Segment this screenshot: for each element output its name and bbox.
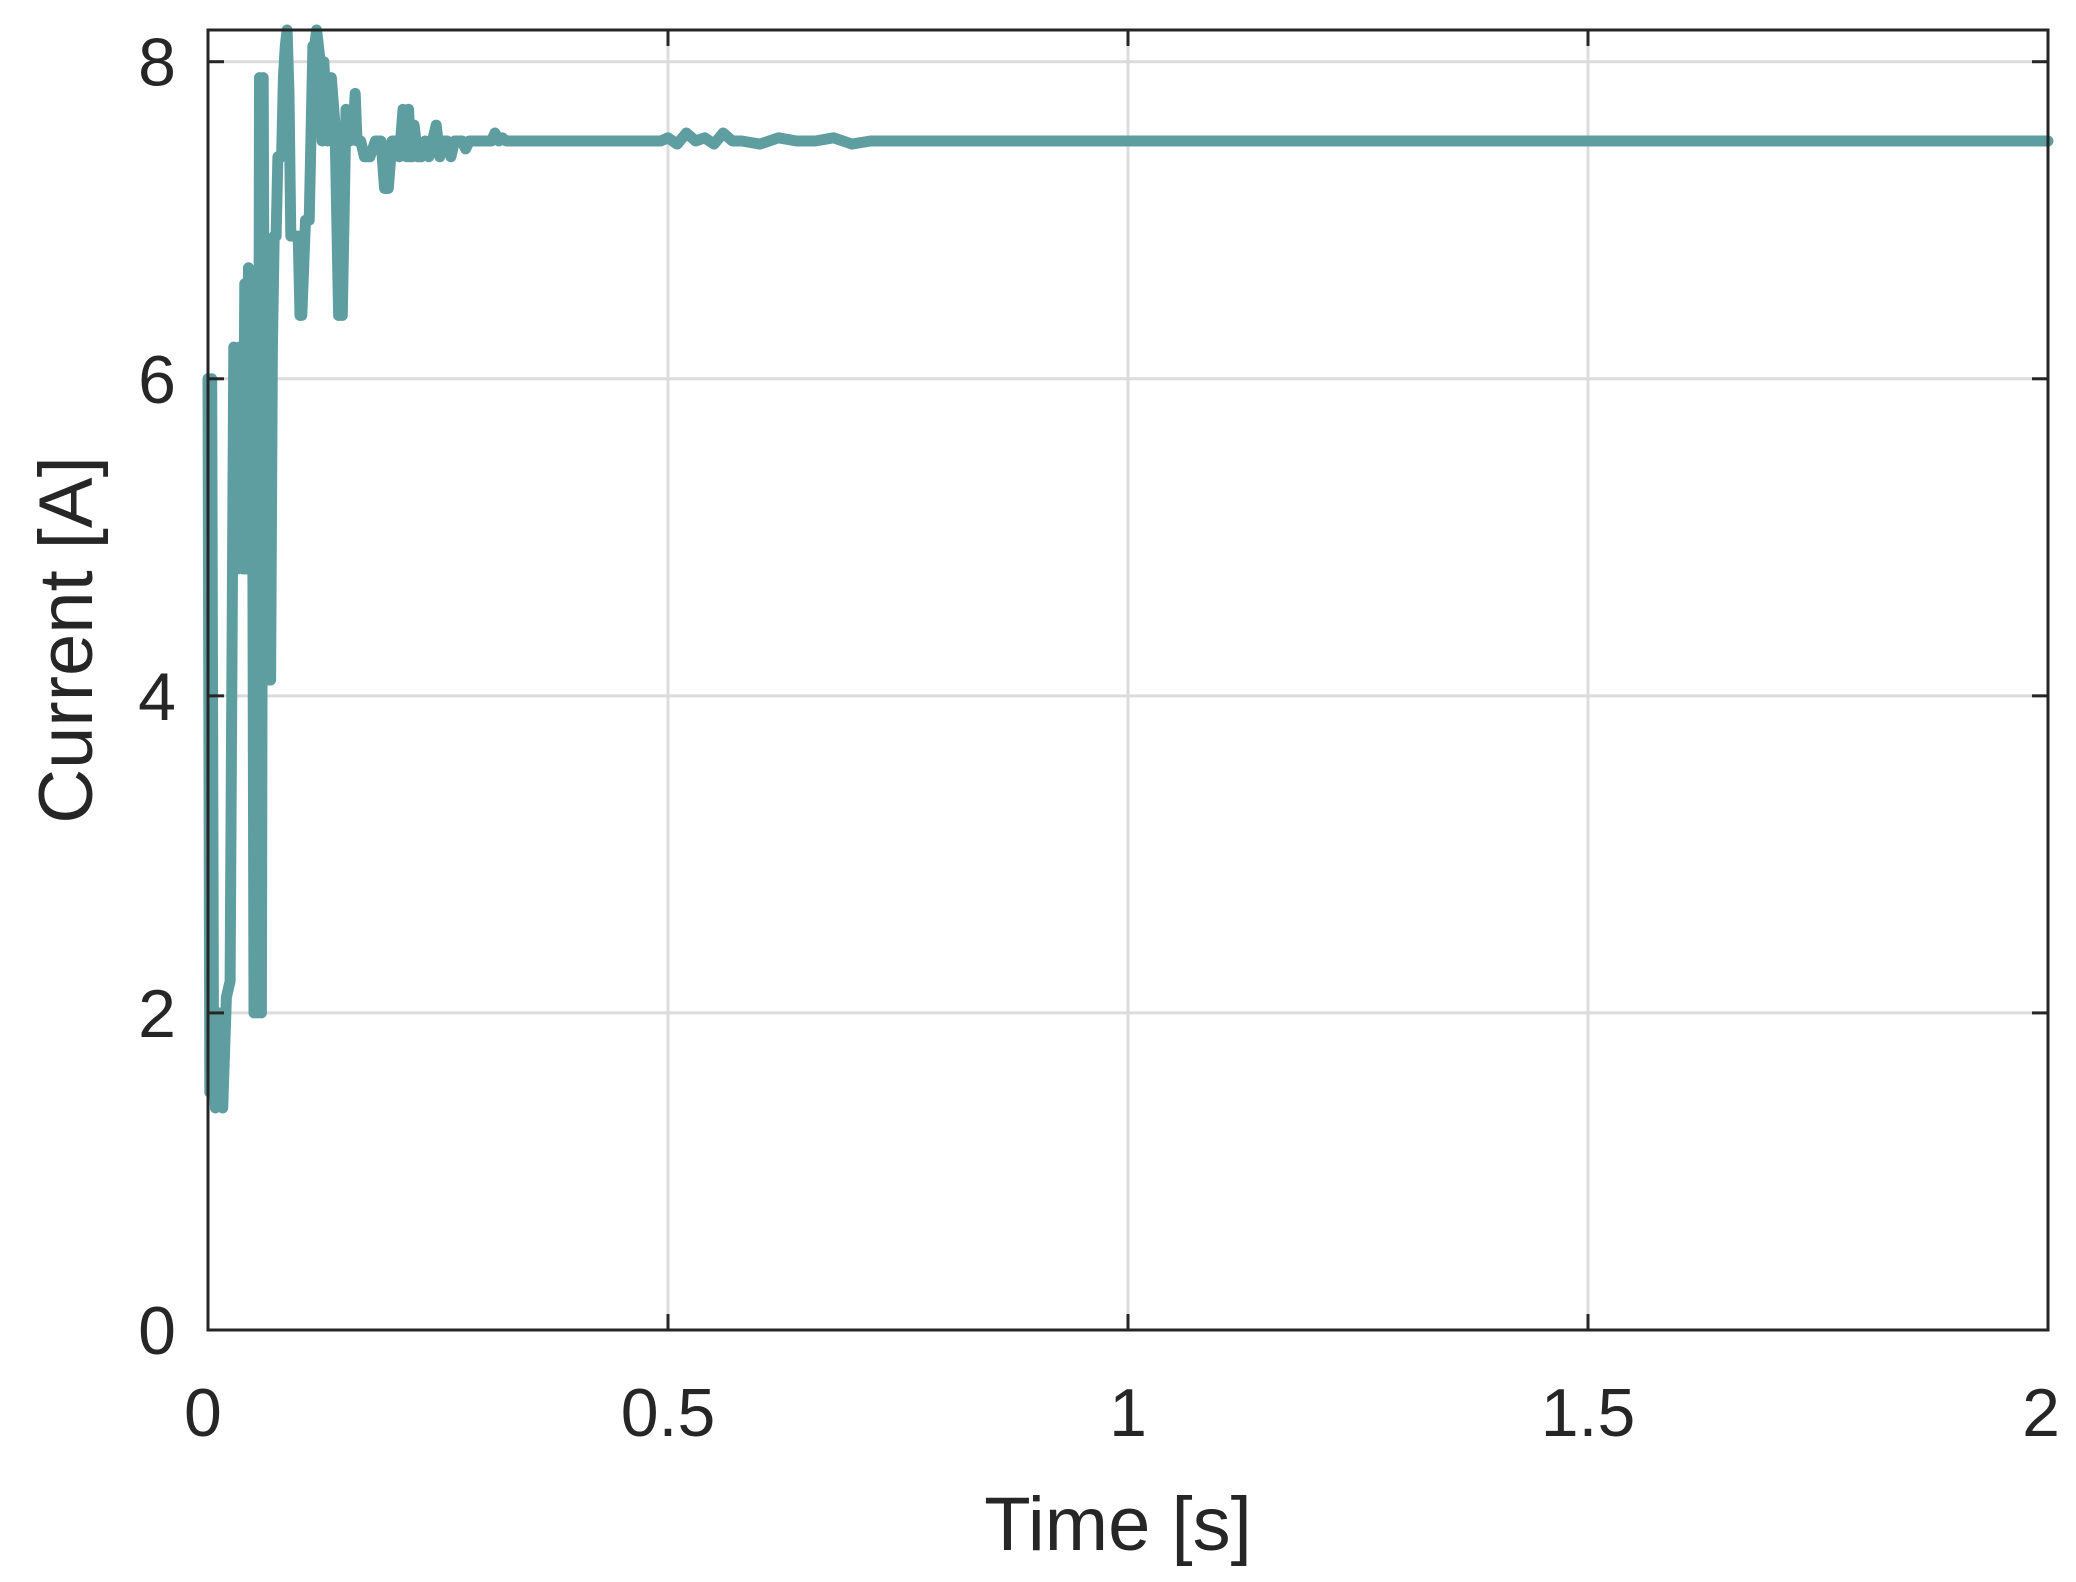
y-tick-labels: 0 2 4 6 8 bbox=[138, 25, 176, 1369]
y-tick-label: 2 bbox=[138, 976, 176, 1052]
x-tick-labels: 0 0.5 1 1.5 2 bbox=[184, 1375, 2060, 1451]
y-axis-title: Current [A] bbox=[24, 456, 109, 823]
series-line-current bbox=[202, 24, 2054, 1114]
x-tick-label: 1.5 bbox=[1541, 1375, 1636, 1451]
grid-lines bbox=[208, 30, 2048, 1330]
x-axis-title: Time [s] bbox=[984, 1482, 1251, 1567]
y-tick-label: 4 bbox=[138, 659, 176, 735]
x-tick-label: 0.5 bbox=[621, 1375, 716, 1451]
tick-marks bbox=[206, 30, 2050, 1332]
y-tick-label: 0 bbox=[138, 1293, 176, 1369]
y-tick-label: 8 bbox=[138, 25, 176, 101]
x-tick-label: 1 bbox=[1109, 1375, 1147, 1451]
x-tick-label: 2 bbox=[2022, 1375, 2060, 1451]
series-lines bbox=[202, 24, 2054, 1114]
y-tick-label: 6 bbox=[138, 342, 176, 418]
x-tick-label: 0 bbox=[184, 1375, 222, 1451]
